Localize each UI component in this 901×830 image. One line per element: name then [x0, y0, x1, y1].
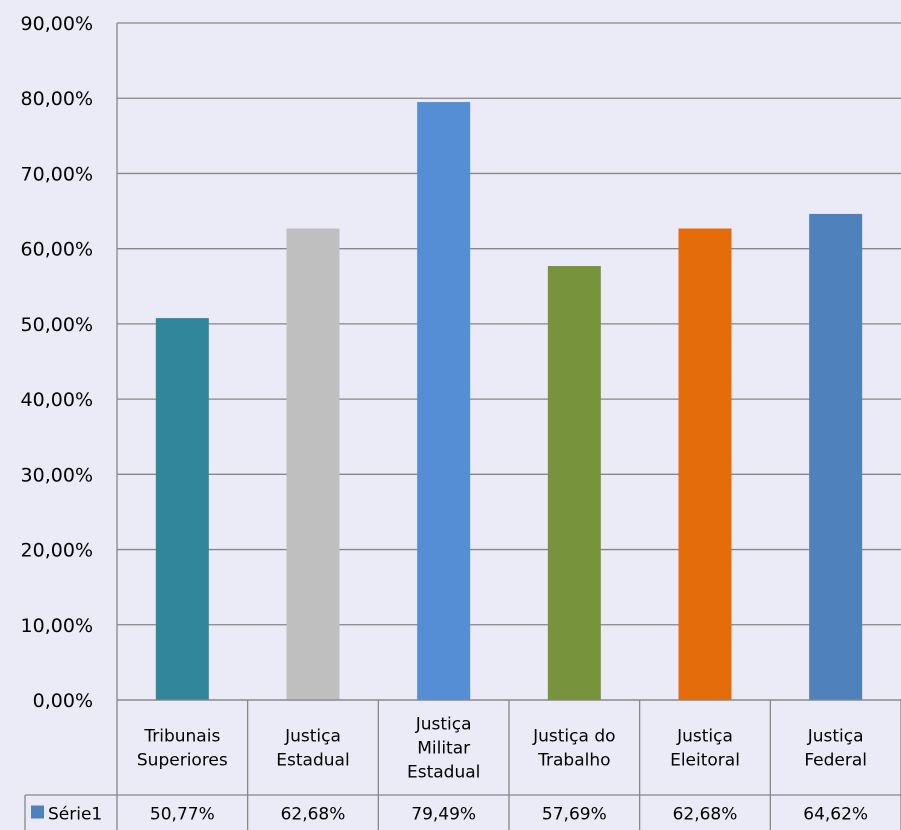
data-table-value: 62,68%: [673, 805, 738, 825]
y-axis-ticks: 0,00% 10,00% 20,00% 30,00% 40,00% 50,00% 60,00…: [21, 13, 93, 712]
y-tick-label: 50,00%: [21, 314, 93, 336]
data-table-value: 50,77%: [150, 805, 215, 825]
x-category-label: Justiça Eleitoral: [670, 727, 740, 771]
bar: [547, 266, 601, 700]
bar: [678, 228, 732, 700]
legend-series-name: Série1: [48, 805, 102, 825]
x-category-label: Tribunais Superiores: [137, 727, 228, 771]
bar: [286, 228, 340, 700]
data-table-value: 57,69%: [542, 805, 607, 825]
bar: [809, 213, 863, 700]
y-tick-label: 0,00%: [33, 690, 93, 712]
x-category-label: Justiça Estadual: [276, 727, 349, 771]
data-table-value: 64,62%: [803, 805, 868, 825]
y-tick-label: 90,00%: [21, 13, 93, 35]
y-tick-label: 40,00%: [21, 389, 93, 411]
x-category-label: Justiça do Trabalho: [532, 727, 615, 771]
y-tick-label: 10,00%: [21, 615, 93, 637]
y-tick-label: 70,00%: [21, 163, 93, 185]
bar: [155, 318, 209, 700]
gridlines: [116, 22, 901, 701]
y-tick-label: 80,00%: [21, 88, 93, 110]
data-table-value: 79,49%: [411, 805, 476, 825]
y-tick-label: 60,00%: [21, 239, 93, 261]
y-tick-label: 20,00%: [21, 540, 93, 562]
data-table-value: 62,68%: [281, 805, 346, 825]
y-tick-label: 30,00%: [21, 464, 93, 486]
data-table: Tribunais Superiores Justiça Estadual Justiç…: [24, 699, 901, 830]
bars: [155, 102, 863, 701]
bar: [417, 102, 471, 701]
x-category-label: Justiça Federal: [804, 727, 867, 771]
legend-key: [31, 805, 44, 819]
x-category-label: Justiça Militar Estadual: [407, 715, 480, 783]
